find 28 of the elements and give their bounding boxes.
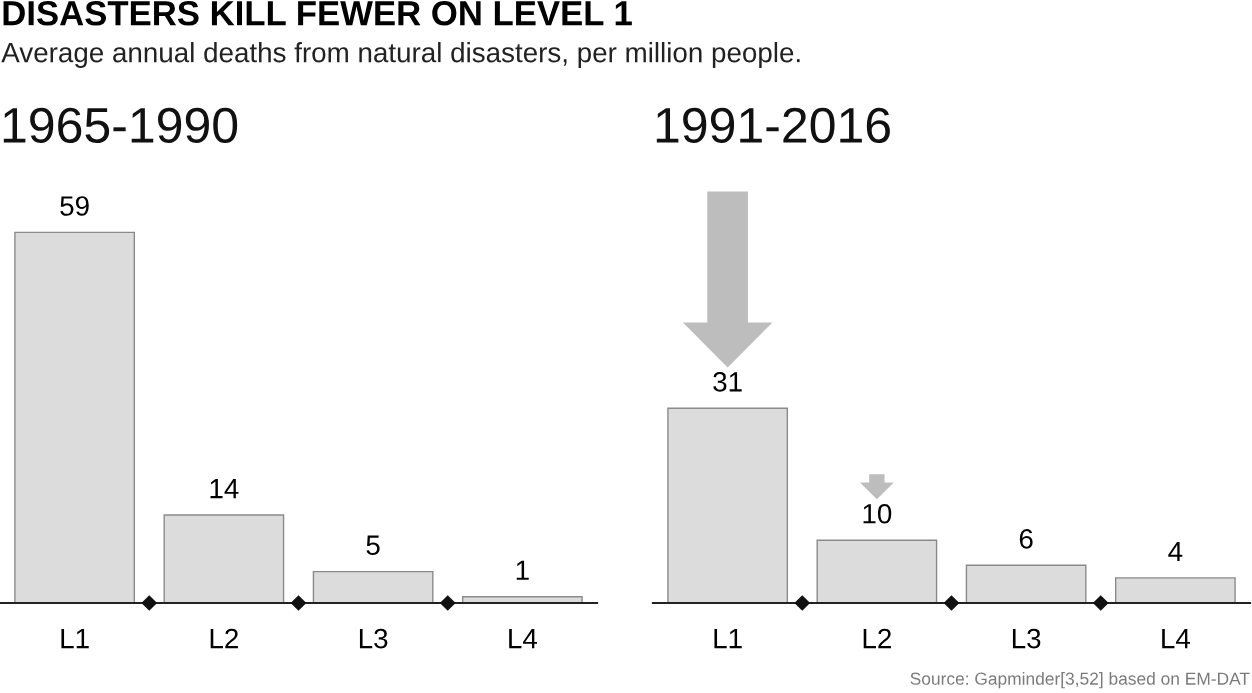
data-label: 31 bbox=[713, 372, 742, 392]
x-tick-label: L1 bbox=[61, 629, 89, 649]
data-label: 6 bbox=[1019, 529, 1033, 549]
text: Average annual deaths from natural disasters, per million people. bbox=[1, 42, 800, 68]
source-note: Source: Gapminder[3,52] based on EM-DAT bbox=[910, 672, 1250, 689]
bar bbox=[163, 514, 285, 603]
data-label: 5 bbox=[366, 535, 380, 555]
bar bbox=[816, 539, 938, 603]
data-label: 14 bbox=[210, 479, 239, 499]
bar bbox=[14, 231, 136, 603]
data-label: 10 bbox=[863, 503, 892, 524]
bar bbox=[965, 564, 1087, 603]
bar bbox=[667, 407, 789, 603]
bar bbox=[1114, 577, 1236, 603]
x-tick-label: L2 bbox=[210, 628, 238, 649]
x-tick-label: L2 bbox=[863, 628, 891, 649]
data-label: 59 bbox=[60, 196, 89, 216]
text: DISASTERS KILL FEWER ON LEVEL 1 bbox=[3, 0, 632, 26]
x-tick-label: L1 bbox=[714, 629, 742, 649]
x-tick-label: L3 bbox=[359, 628, 388, 649]
x-tick-label: L4 bbox=[509, 629, 538, 649]
x-tick-label: L3 bbox=[1012, 628, 1041, 649]
data-label: 4 bbox=[1168, 541, 1183, 561]
data-label: 1 bbox=[516, 560, 529, 580]
chart-title: 1991-2016 bbox=[656, 107, 890, 144]
x-tick-label: L4 bbox=[1162, 629, 1191, 649]
bar bbox=[312, 570, 434, 603]
chart-title: 1965-1990 bbox=[3, 107, 238, 144]
